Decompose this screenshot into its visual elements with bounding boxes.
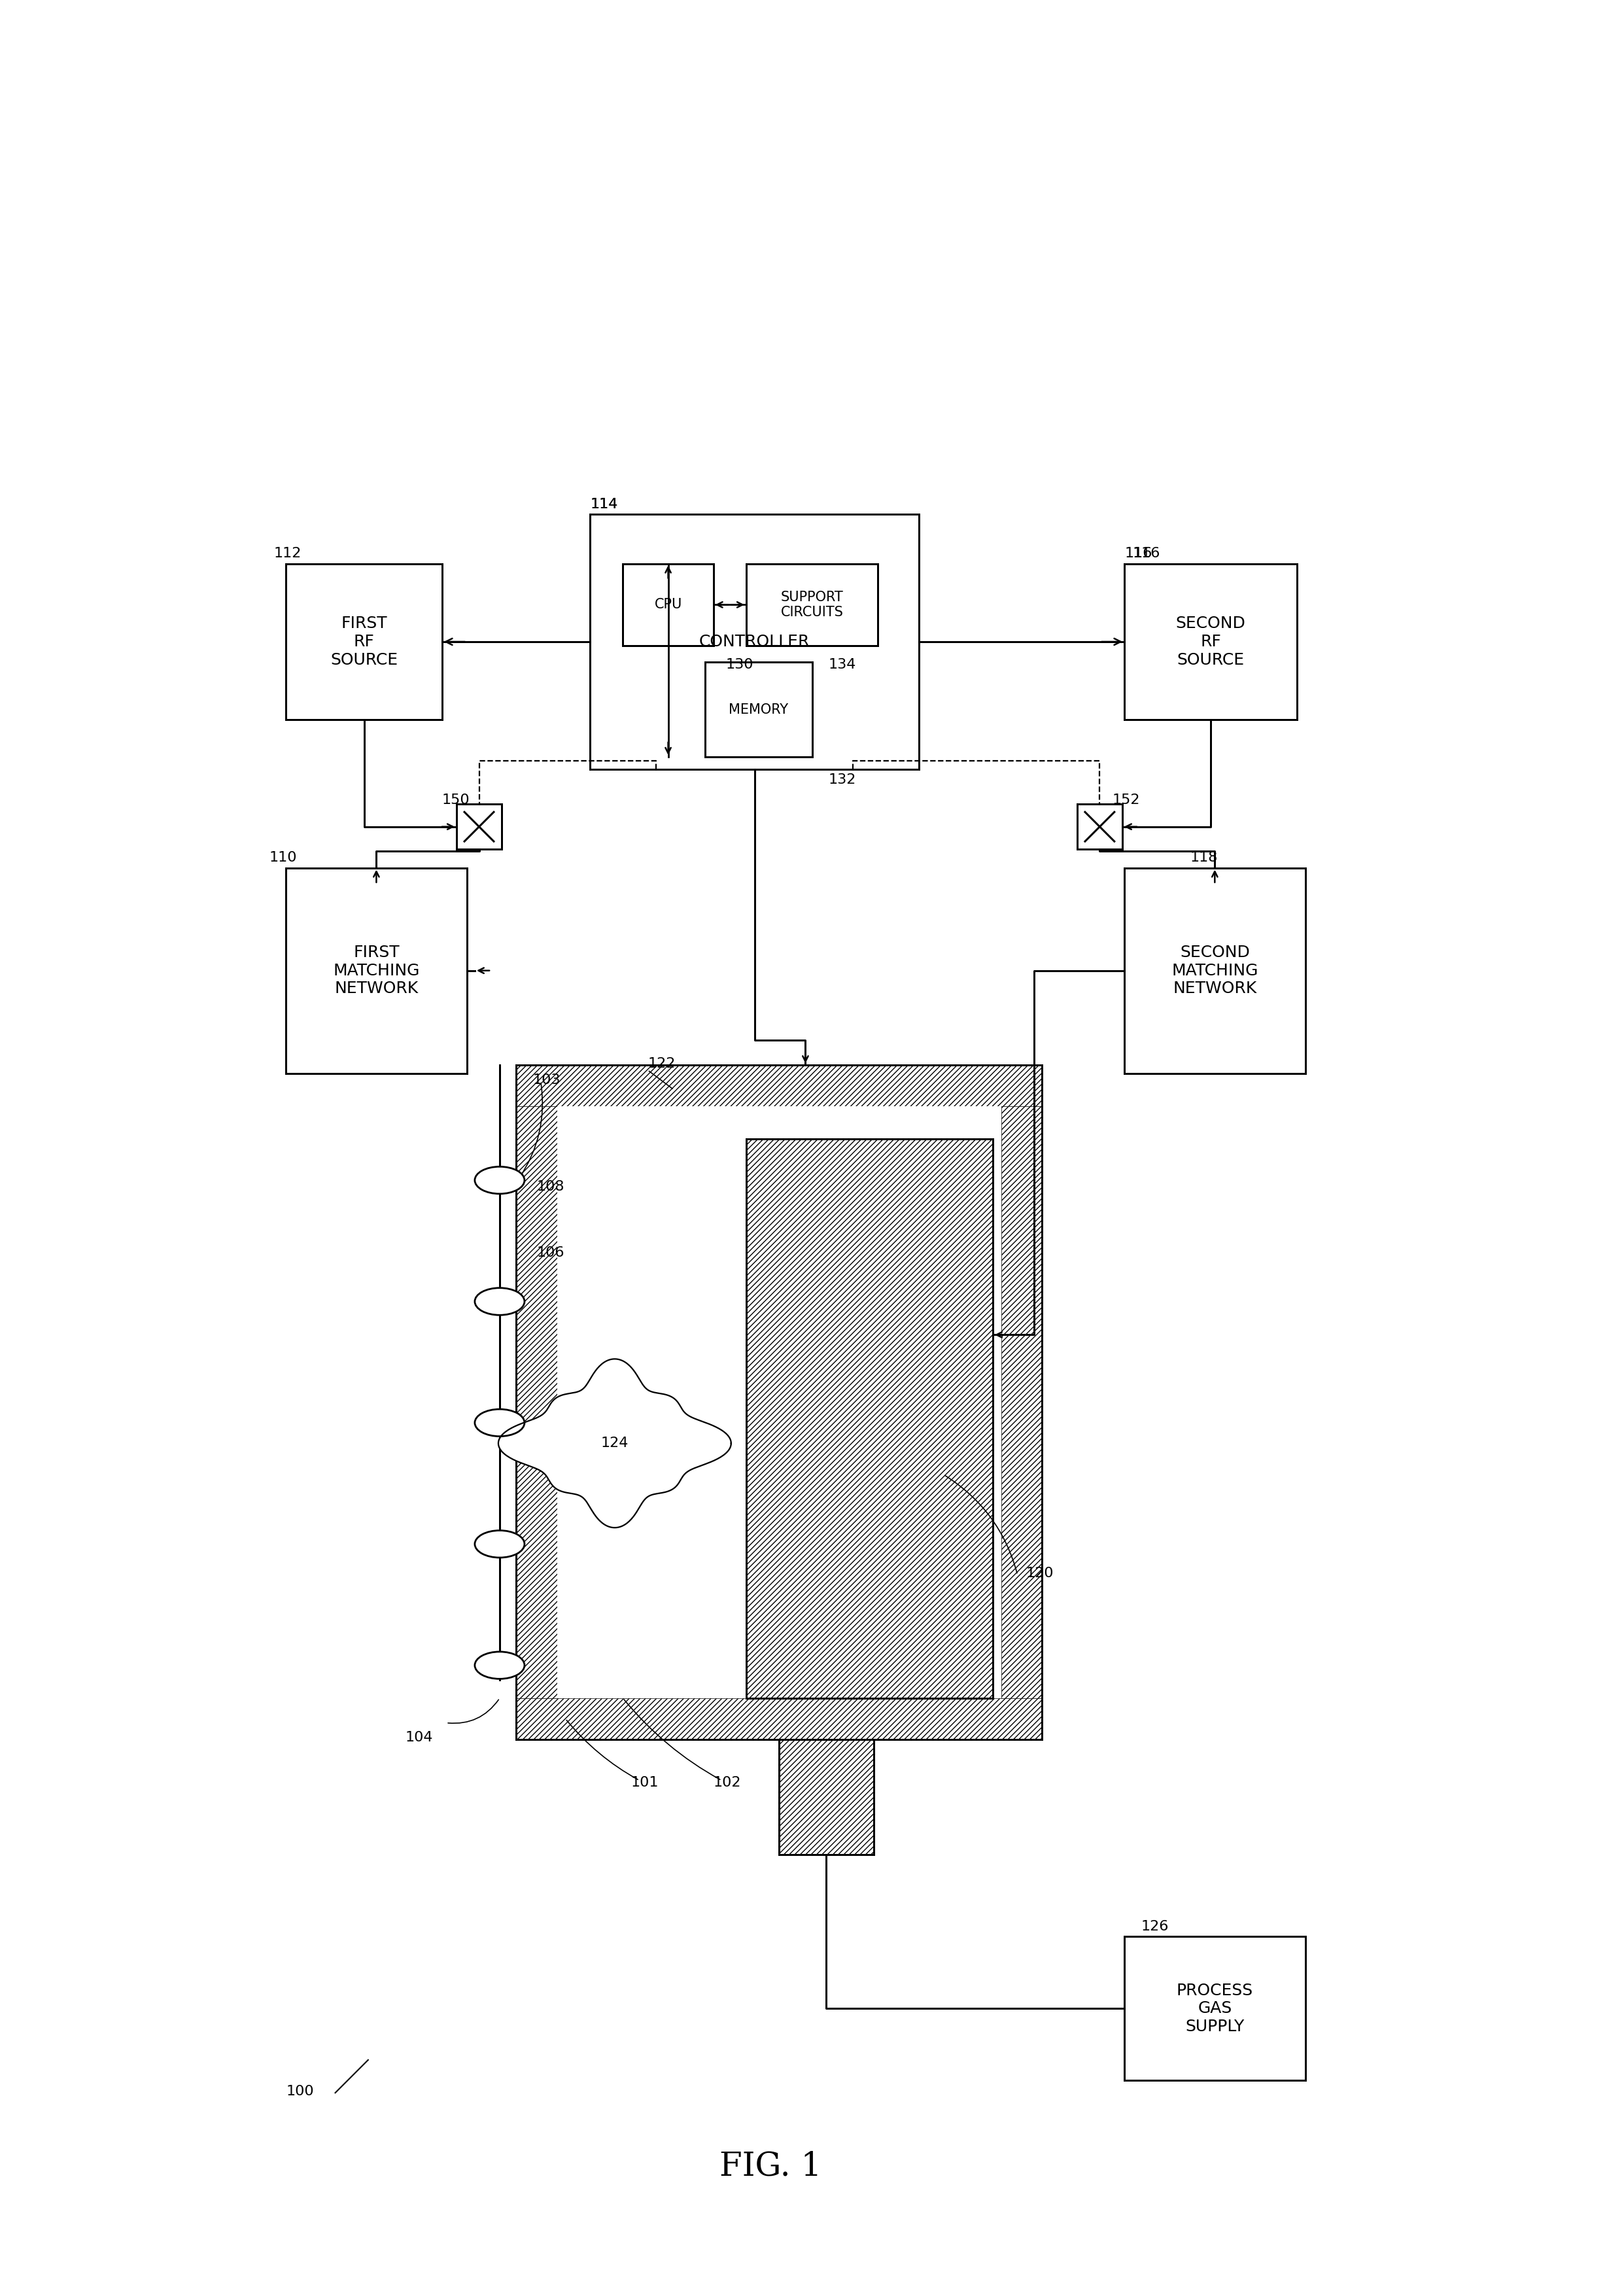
Bar [516,1065,1043,1739]
Bar [1124,1936,1306,2082]
Bar [516,1105,557,1698]
Bar [516,1065,1043,1739]
Text: FIRST
RF
SOURCE: FIRST RF SOURCE [330,615,398,667]
Bar [1077,804,1122,849]
Ellipse shape [474,1653,525,1680]
Bar [1124,563,1298,720]
Text: 110: 110 [270,851,297,865]
Bar [286,563,442,720]
Bar [516,1065,1043,1105]
Text: 114: 114 [590,497,617,511]
Text: MEMORY: MEMORY [729,704,788,715]
Text: 116: 116 [1124,547,1151,561]
Ellipse shape [474,1287,525,1314]
Text: 104: 104 [404,1732,434,1743]
Text: 106: 106 [536,1246,565,1260]
Bar [747,563,877,647]
Text: 108: 108 [536,1180,565,1194]
Text: CPU: CPU [654,599,682,611]
Text: SUPPORT
CIRCUITS: SUPPORT CIRCUITS [781,590,843,620]
Text: 134: 134 [828,658,856,672]
Text: 112: 112 [273,547,302,561]
Text: FIG. 1: FIG. 1 [719,2150,822,2184]
Text: 101: 101 [632,1777,659,1789]
Text: CONTROLLER: CONTROLLER [698,633,810,649]
Bar [1000,1105,1043,1698]
Ellipse shape [474,1167,525,1194]
Text: 152: 152 [1112,794,1140,806]
Polygon shape [499,1360,731,1528]
Text: 124: 124 [601,1437,628,1451]
Text: FIRST
MATCHING
NETWORK: FIRST MATCHING NETWORK [333,944,419,997]
Text: 120: 120 [1026,1566,1054,1580]
Text: 126: 126 [1140,1920,1169,1934]
Text: PROCESS
GAS
SUPPLY: PROCESS GAS SUPPLY [1176,1982,1254,2034]
Text: 122: 122 [648,1058,676,1069]
Bar [780,1739,874,1855]
Text: 103: 103 [533,1074,560,1087]
Text: SECOND
RF
SOURCE: SECOND RF SOURCE [1176,615,1246,667]
Ellipse shape [474,1530,525,1557]
Bar [705,663,812,756]
Text: 114: 114 [590,497,617,511]
Bar [516,1698,1043,1739]
Ellipse shape [474,1410,525,1437]
Bar [286,867,466,1074]
Text: 116: 116 [1132,547,1160,561]
Bar [456,804,502,849]
Bar [1124,867,1306,1074]
Text: 118: 118 [1190,851,1218,865]
Bar [590,515,919,770]
Bar [747,1140,992,1698]
Bar [624,563,713,647]
Bar [557,1105,1000,1698]
Text: 132: 132 [828,774,856,785]
Text: 102: 102 [713,1777,741,1789]
Text: 150: 150 [442,794,469,806]
Text: 130: 130 [726,658,754,672]
Text: SECOND
MATCHING
NETWORK: SECOND MATCHING NETWORK [1171,944,1259,997]
Text: 100: 100 [286,2084,313,2097]
